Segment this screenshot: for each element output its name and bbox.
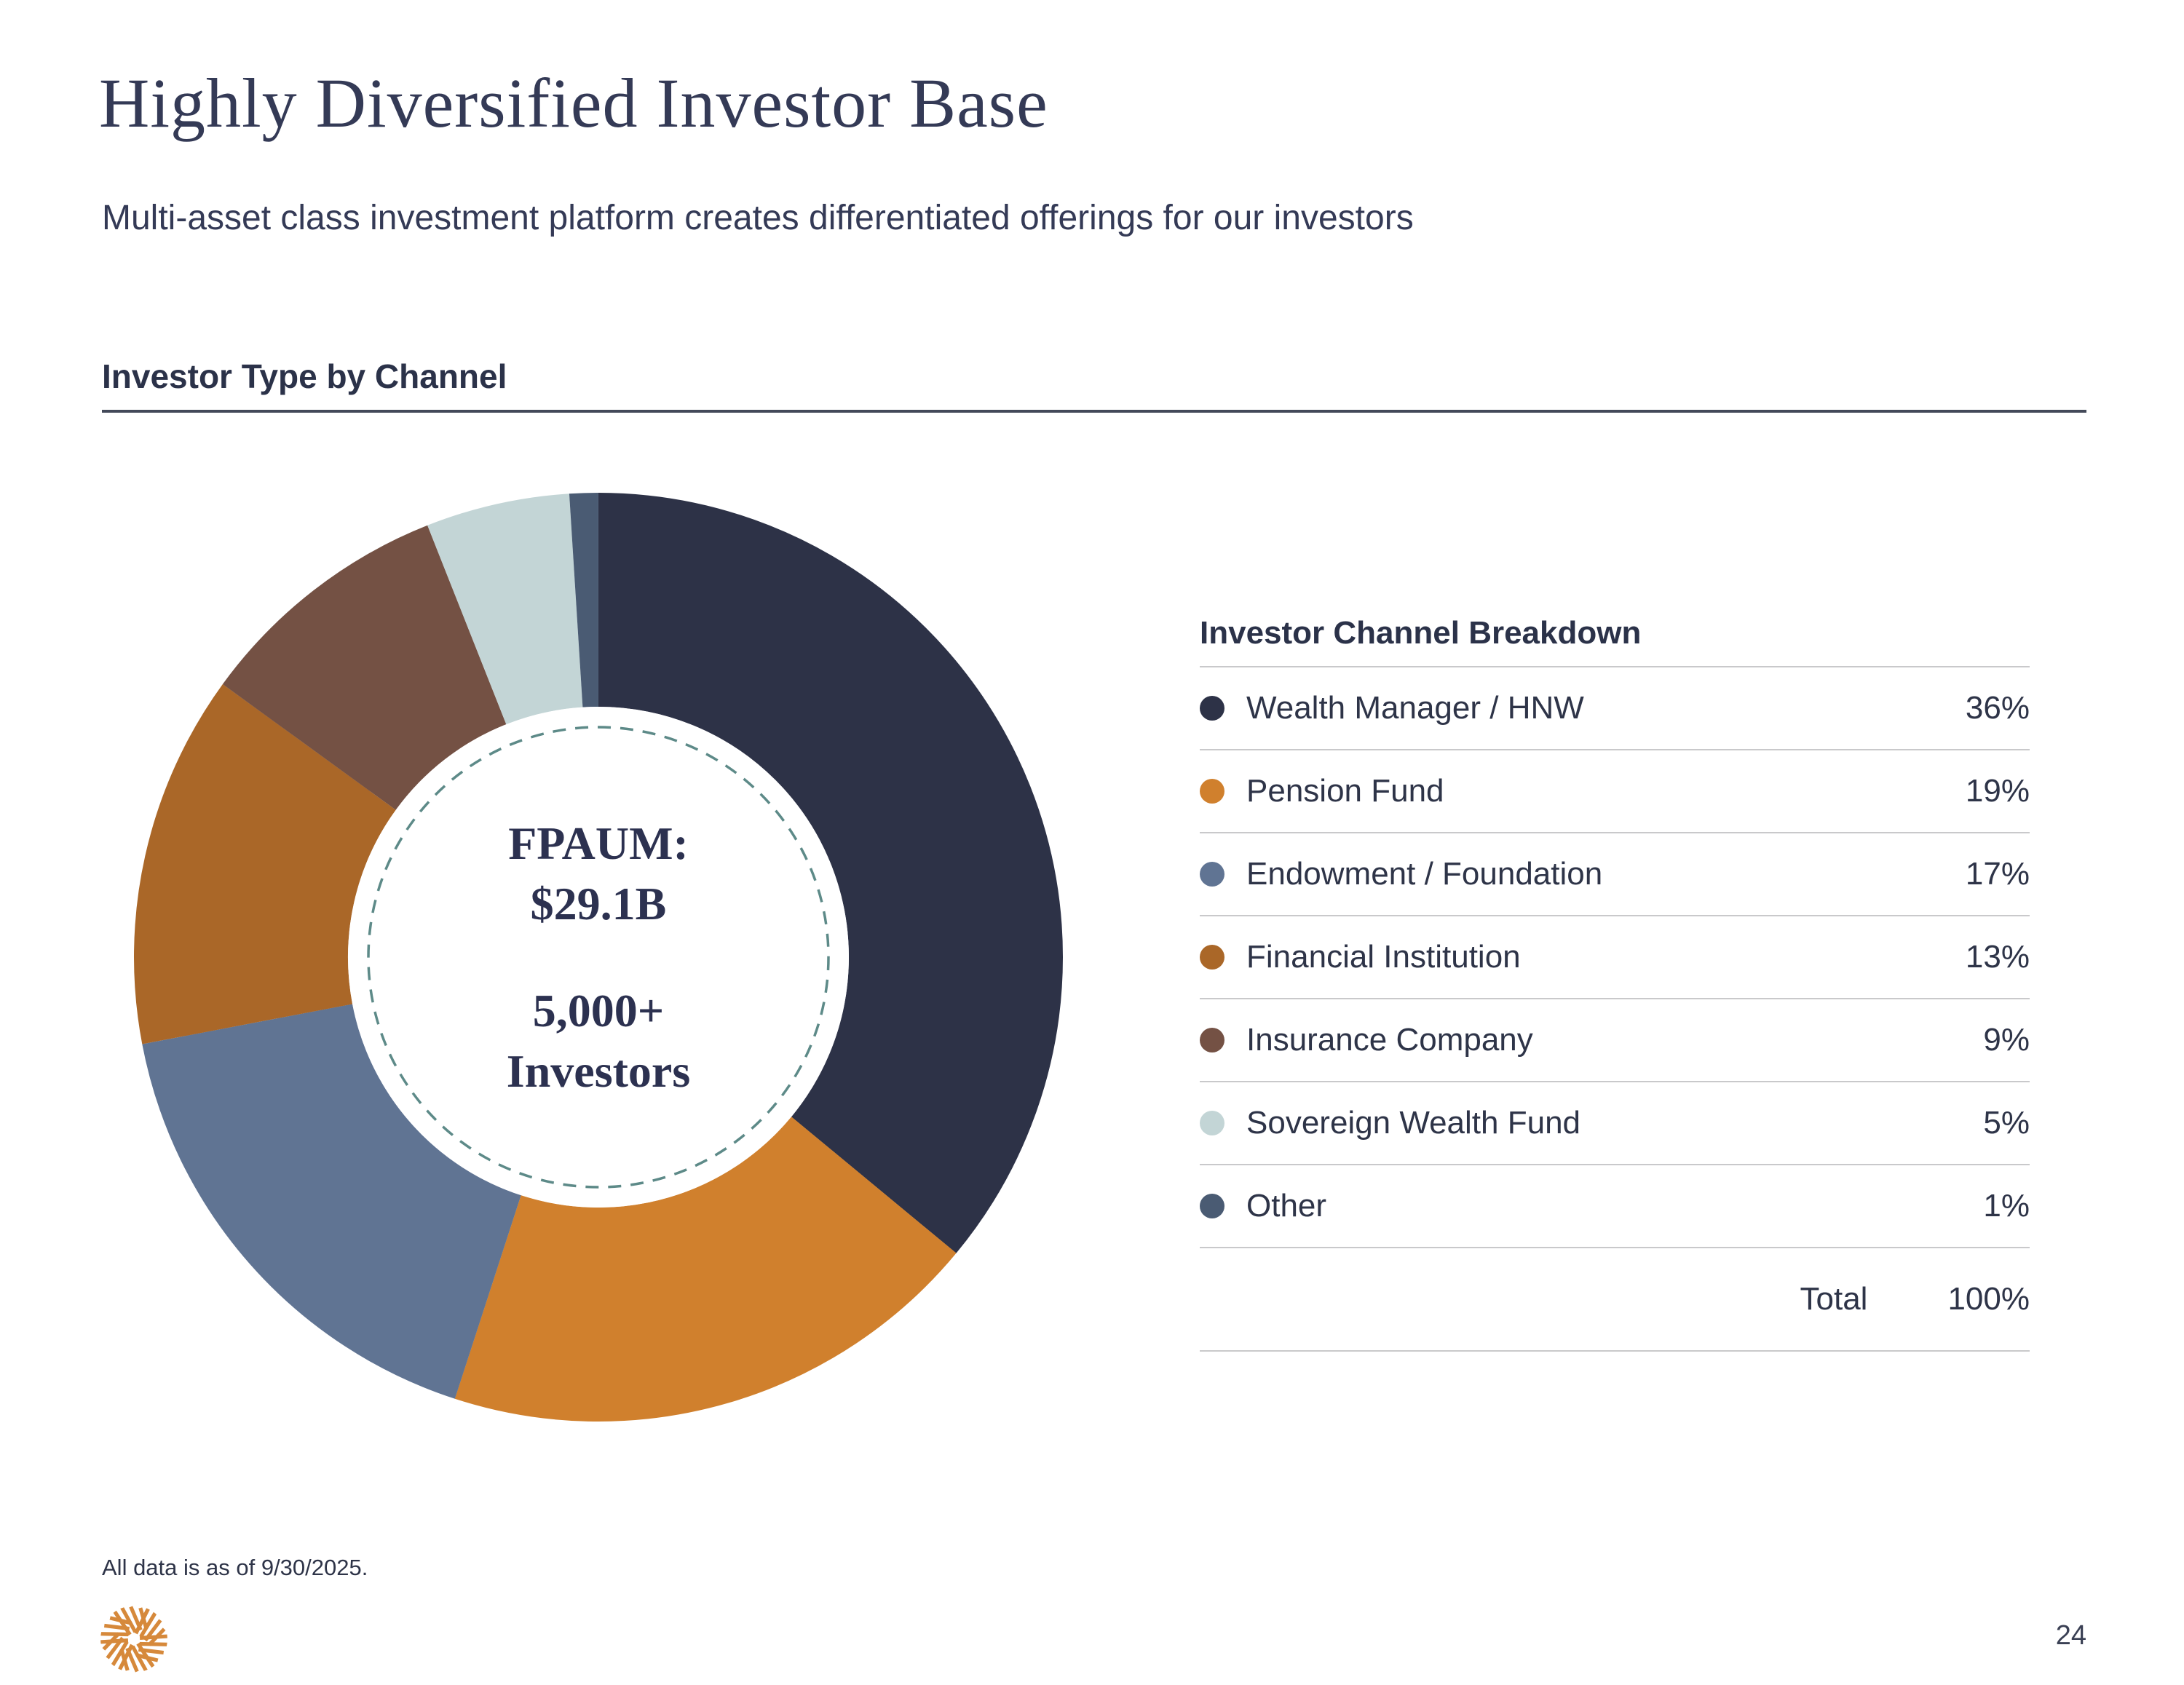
donut-segment-2 (134, 493, 1063, 1422)
donut-dashed-ring (367, 726, 830, 1189)
section-rule-divider (102, 410, 2086, 413)
donut-segment-3 (134, 493, 1063, 1422)
donut-center-label: FPAUM: $29.1B 5,000+ Investors (347, 706, 850, 1208)
donut-chart-svg (133, 492, 1063, 1422)
legend-row-other: Other 1% (1200, 1164, 2030, 1247)
legend-row-endowment-foundation: Endowment / Foundation 17% (1200, 832, 2030, 915)
fpaum-line2: $29.1B (530, 877, 667, 929)
legend-title: Investor Channel Breakdown (1200, 615, 1642, 651)
legend-total-label: Total (1800, 1281, 1868, 1317)
company-logo-icon (96, 1601, 172, 1677)
fpaum-line1: FPAUM: (508, 817, 689, 869)
legend-total-row: Total 100% (1200, 1247, 2030, 1352)
page-number: 24 (2055, 1620, 2086, 1651)
legend-row-sovereign-wealth-fund: Sovereign Wealth Fund 5% (1200, 1081, 2030, 1164)
page-title: Highly Diversified Investor Base (99, 64, 1048, 142)
donut-segment-1 (134, 493, 1063, 1422)
donut-segment-5 (134, 492, 1063, 1422)
legend-row-pension-fund: Pension Fund 19% (1200, 749, 2030, 832)
donut-segment-6 (134, 493, 1063, 1422)
legend-row-label: Insurance Company (1246, 1022, 1533, 1058)
legend-row-value: 36% (1965, 690, 2030, 726)
legend-row-financial-institution: Financial Institution 13% (1200, 915, 2030, 998)
footnote: All data is as of 9/30/2025. (102, 1555, 368, 1580)
legend-row-value: 17% (1965, 856, 2030, 892)
legend-bullet-icon (1200, 779, 1224, 804)
legend-bullet-icon (1200, 1194, 1224, 1218)
page-subtitle: Multi-asset class investment platform cr… (102, 199, 1414, 237)
legend-row-label: Pension Fund (1246, 773, 1444, 809)
donut-chart (132, 491, 1064, 1423)
donut-segment-0 (134, 493, 1063, 1422)
legend-row-label: Endowment / Foundation (1246, 856, 1603, 892)
legend-total-value: 100% (1947, 1281, 2030, 1317)
donut-hole (348, 707, 849, 1208)
legend-panel: Investor Channel Breakdown Wealth Manage… (1200, 615, 2030, 1352)
legend-row-wealth-manager: Wealth Manager / HNW 36% (1200, 666, 2030, 749)
legend-row-value: 5% (1983, 1105, 2030, 1141)
legend-row-insurance-company: Insurance Company 9% (1200, 998, 2030, 1081)
legend-row-value: 9% (1983, 1022, 2030, 1058)
investors-line1: 5,000+ (532, 985, 665, 1036)
donut-segments (133, 492, 1063, 1422)
investors-label: 5,000+ Investors (507, 980, 690, 1101)
investors-line2: Investors (506, 1045, 691, 1098)
legend-row-value: 13% (1965, 939, 2030, 975)
legend-row-label: Financial Institution (1246, 939, 1521, 975)
legend-row-value: 1% (1983, 1188, 2030, 1224)
legend-bullet-icon (1200, 862, 1224, 887)
legend-row-label: Sovereign Wealth Fund (1246, 1105, 1581, 1141)
legend-row-label: Other (1246, 1188, 1327, 1224)
legend-row-label: Wealth Manager / HNW (1246, 690, 1584, 726)
legend-bullet-icon (1200, 1111, 1224, 1135)
section-heading: Investor Type by Channel (102, 357, 507, 395)
legend-rows: Wealth Manager / HNW 36% Pension Fund 19… (1200, 666, 2030, 1352)
legend-bullet-icon (1200, 945, 1224, 970)
donut-segment-4 (133, 492, 1063, 1422)
fpaum-label: FPAUM: $29.1B (508, 813, 689, 934)
legend-row-value: 19% (1965, 773, 2030, 809)
legend-bullet-icon (1200, 1028, 1224, 1052)
legend-bullet-icon (1200, 696, 1224, 721)
